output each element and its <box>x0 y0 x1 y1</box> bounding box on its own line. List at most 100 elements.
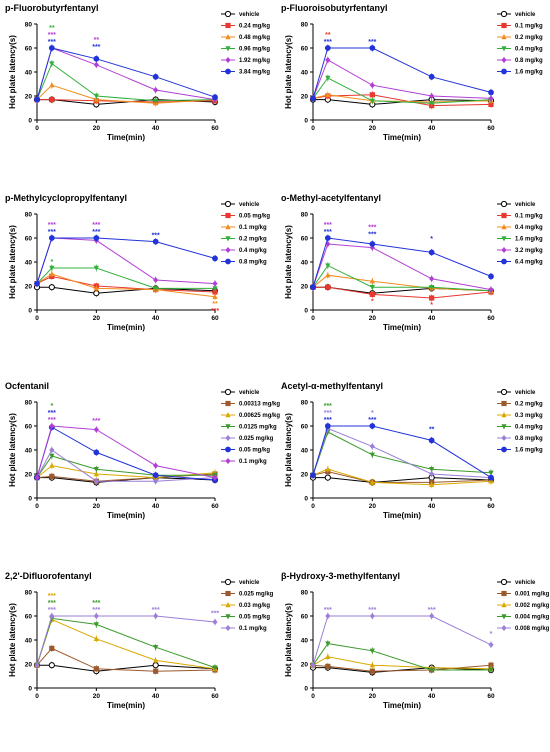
data-point <box>429 481 435 487</box>
x-tick-label: 40 <box>152 503 160 510</box>
legend-entry: 6.4 mg/kg <box>497 258 543 266</box>
x-tick-label: 20 <box>369 693 377 700</box>
y-axis-label: Hot plate latency(s) <box>284 603 293 677</box>
y-tick-label: 80 <box>25 211 33 218</box>
legend-marker <box>225 412 231 418</box>
legend-marker <box>501 400 507 407</box>
x-tick-label: 20 <box>93 503 101 510</box>
data-point <box>93 426 99 433</box>
y-tick-label: 20 <box>301 661 309 668</box>
x-tick-label: 40 <box>428 503 436 510</box>
legend-entry: 0.4 mg/kg <box>497 46 543 53</box>
data-point <box>48 284 55 291</box>
legend-marker <box>225 22 231 29</box>
legend-entry: 0.001 mg/kg <box>497 590 550 598</box>
significance-annotation: *** <box>92 600 100 607</box>
y-axis-label: Hot plate latency(s) <box>8 603 17 677</box>
y-tick-label: 60 <box>301 613 309 620</box>
data-point <box>429 613 435 619</box>
significance-annotation: ** <box>325 32 331 39</box>
x-tick-label: 60 <box>211 125 219 132</box>
chart-panel-7: 2,2'-Difluorofentanyl 0 20 40 60 80 0 20 40 60 Tim… <box>5 571 274 710</box>
significance-annotation: *** <box>324 607 332 614</box>
legend-entry: 0.002 mg/kg <box>497 602 550 609</box>
data-point <box>153 645 159 651</box>
data-point <box>153 87 159 93</box>
data-point <box>49 265 55 271</box>
series-line <box>312 264 492 292</box>
x-tick-label: 0 <box>311 503 315 510</box>
data-point <box>153 286 159 292</box>
data-point <box>428 73 435 80</box>
legend-entry: vehicle <box>497 10 536 18</box>
significance-annotation: *** <box>152 233 160 240</box>
chart-panel-5: Ocfentanil 0 20 40 60 80 0 20 40 60 Time(min) Hot p… <box>5 381 280 520</box>
series-line <box>36 47 216 101</box>
legend-label: 0.002 mg/kg <box>515 603 550 609</box>
chart-panel-8: β-Hydroxy-3-methylfentanyl 0 20 40 60 80 0 20 40… <box>281 571 550 710</box>
x-axis-label: Time(min) <box>383 701 421 710</box>
significance-annotation: *** <box>324 417 332 424</box>
data-point <box>488 667 494 673</box>
series-6 <box>310 44 494 102</box>
legend-label: 0.00313 mg/kg <box>239 402 280 408</box>
y-tick-label: 80 <box>301 21 309 28</box>
significance-annotation: * <box>430 302 433 309</box>
data-point <box>488 470 494 476</box>
significance-annotation: *** <box>368 607 376 614</box>
legend-entry: 0.00625 mg/kg <box>221 412 280 419</box>
data-point <box>49 462 55 468</box>
legend-entry: 0.004 mg/kg <box>497 614 550 621</box>
legend-entry: 0.8 mg/kg <box>497 435 543 442</box>
legend-entry: 1.6 mg/kg <box>497 446 543 454</box>
data-point <box>153 478 159 485</box>
legend-marker <box>225 614 231 620</box>
data-point <box>153 668 159 674</box>
legend-entry: 1.92 mg/kg <box>221 57 270 64</box>
series-line <box>312 425 492 479</box>
legend-entry: 0.4 mg/kg <box>221 247 267 254</box>
panel-title: o-Methyl-acetylfentanyl <box>281 193 381 203</box>
data-point <box>428 249 435 256</box>
series-line <box>312 431 492 476</box>
y-tick-label: 80 <box>25 399 33 406</box>
series-line <box>36 617 216 669</box>
data-point <box>49 61 55 67</box>
y-tick-label: 0 <box>304 495 308 502</box>
legend-marker <box>501 258 507 265</box>
data-point <box>153 657 159 663</box>
significance-annotation: ** <box>212 301 218 308</box>
y-tick-label: 0 <box>28 117 32 124</box>
legend-label: vehicle <box>515 12 536 18</box>
legend-label: 0.96 mg/kg <box>239 47 270 53</box>
legend-marker <box>225 236 231 242</box>
y-tick-label: 40 <box>25 69 33 76</box>
series-3 <box>34 270 218 301</box>
series-line <box>312 59 492 99</box>
panel-title: p-Fluoroisobutyrfentanyl <box>281 3 388 13</box>
significance-annotation: * <box>50 259 53 266</box>
legend-marker <box>224 200 232 208</box>
data-point <box>324 474 331 481</box>
data-point <box>152 73 159 80</box>
significance-annotation: *** <box>368 224 376 231</box>
x-tick-label: 40 <box>428 693 436 700</box>
legend-marker <box>225 435 231 441</box>
legend-entry: 1.6 mg/kg <box>497 236 543 243</box>
legend-entry: vehicle <box>221 10 260 18</box>
legend-marker <box>225 458 231 464</box>
significance-annotation: *** <box>324 222 332 229</box>
data-point <box>325 272 331 278</box>
legend-entry: 0.03 mg/kg <box>221 602 270 609</box>
series-line <box>36 618 216 670</box>
data-point <box>429 101 435 107</box>
data-point <box>429 295 435 301</box>
data-point <box>488 95 494 102</box>
x-tick-label: 0 <box>35 503 39 510</box>
data-point <box>325 641 331 647</box>
legend-marker <box>225 602 231 608</box>
legend-label: 3.84 mg/kg <box>239 70 270 76</box>
legend-entry: 1.6 mg/kg <box>497 68 543 76</box>
data-point <box>488 89 494 96</box>
legend-entry: 0.2 mg/kg <box>497 34 543 41</box>
